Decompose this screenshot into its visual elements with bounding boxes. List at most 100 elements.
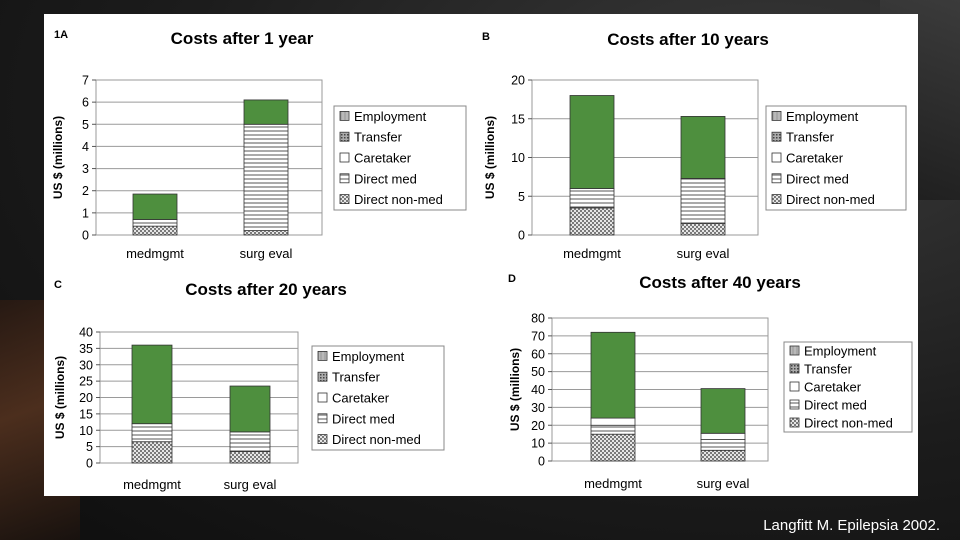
y-tick-label: 5 [518,190,525,204]
panel-label: D [508,273,516,285]
legend-swatch [771,111,782,121]
y-tick-label: 60 [531,347,545,361]
bar-segment-employment [590,331,636,419]
y-tick-label: 7 [82,74,89,88]
y-tick-label: 0 [82,229,89,243]
legend-swatch [317,350,328,361]
legend-entry: Employment [332,349,405,364]
y-tick-label: 0 [538,455,545,469]
bar-segment-employment [229,385,271,433]
chart-title: Costs after 20 years [185,280,347,299]
y-tick-label: 0 [86,457,93,471]
x-category-label: medmgmt [584,476,642,491]
y-tick-label: 15 [79,407,93,421]
legend-swatch [339,111,350,121]
legend-swatch [789,363,800,374]
legend-swatch [317,371,328,382]
legend-box [783,341,913,433]
chart-title: Costs after 1 year [171,29,314,48]
legend-entry: Employment [804,344,877,359]
bar-segment-direct-non-med [590,433,636,462]
y-tick-label: 20 [511,74,525,88]
x-category-label: surg eval [240,246,293,261]
figure-panel: 1A Costs after 1 year 0 1 2 3 4 5 6 7 US $ (millio… [44,14,918,496]
legend-swatch [339,173,350,184]
legend-swatch [771,173,782,184]
y-tick-label: 10 [531,437,545,451]
legend-entry: Direct non-med [354,192,443,207]
y-axis-label: US $ (millions) [483,116,497,199]
legend-swatch [789,399,800,410]
bar-segment-direct-med [229,431,271,452]
legend-swatch [771,152,782,163]
panel-label: 1A [54,29,68,41]
y-tick-label: 0 [518,229,525,243]
x-category-label: surg eval [677,246,730,261]
panel-label: B [482,31,490,43]
bar-segment-direct-med [131,423,173,443]
chart-title: Costs after 10 years [607,30,769,49]
legend-entry: Employment [354,109,427,124]
legend-entry: Direct med [354,171,417,186]
legend-entry: Transfer [786,130,835,145]
y-tick-label: 6 [82,96,89,110]
legend-entry: Direct non-med [786,192,875,207]
figure-svg: 1A Costs after 1 year 0 1 2 3 4 5 6 7 US $ (millio… [51,29,913,492]
legend-entry: Direct non-med [332,432,421,447]
y-tick-label: 40 [79,326,93,340]
legend-swatch [339,131,350,142]
bar-segment-employment [132,193,178,220]
bar-segment-direct-med [569,188,615,209]
bar-segment-direct-non-med [680,222,726,236]
legend-entry: Transfer [332,370,381,385]
bar-segment-employment [700,388,746,434]
legend-swatch [317,392,328,403]
y-tick-label: 50 [531,365,545,379]
chart-panel-4: D Costs after 40 years 0 10 20 30 40 50 60 70 80 US… [508,273,913,491]
x-category-label: medmgmt [563,246,621,261]
x-category-label: medmgmt [126,246,184,261]
y-tick-label: 5 [82,118,89,132]
y-axis-label: US $ (millions) [508,348,522,431]
bar-segment-direct-non-med [132,225,178,236]
y-tick-label: 30 [531,401,545,415]
bar-segment-direct-non-med [243,230,289,236]
chart-panel-1: 1A Costs after 1 year 0 1 2 3 4 5 6 7 US $ (millio… [51,29,467,261]
legend-entry: Caretaker [354,151,412,166]
bar-segment-employment [131,344,173,425]
legend-entry: Direct med [804,398,867,413]
y-tick-label: 5 [86,440,93,454]
y-tick-label: 10 [511,151,525,165]
y-tick-label: 25 [79,375,93,389]
chart-panel-3: C Costs after 20 years 0 5 10 15 20 25 30 35 40 US … [53,279,445,492]
legend-entry: Caretaker [332,391,390,406]
bar-segment-caretaker [590,417,636,426]
legend-swatch [789,417,800,428]
legend-entry: Employment [786,109,859,124]
citation: Langfitt M. Epilepsia 2002. [763,517,940,534]
legend-entry: Transfer [804,362,853,377]
y-tick-label: 15 [511,112,525,126]
bar-segment-direct-med [243,123,289,231]
legend-box [311,345,445,451]
legend-swatch [317,413,328,424]
bar-segment-direct-non-med [700,449,746,462]
chart-title: Costs after 40 years [639,273,801,292]
bar-segment-employment [243,99,289,125]
legend-swatch [789,345,800,356]
legend-entry: Caretaker [804,380,862,395]
y-tick-label: 3 [82,162,89,176]
charts-root: 1A Costs after 1 year 0 1 2 3 4 5 6 7 US $ (millio… [51,29,913,492]
legend-entry: Caretaker [786,151,844,166]
y-tick-label: 20 [531,419,545,433]
y-tick-label: 70 [531,329,545,343]
y-axis-label: US $ (millions) [51,116,65,199]
y-axis-label: US $ (millions) [53,356,67,439]
y-tick-label: 1 [82,206,89,220]
legend-box [765,105,907,211]
legend-swatch [339,194,350,205]
y-tick-label: 35 [79,342,93,356]
bar-segment-direct-med [700,439,746,451]
bar-segment-employment [569,95,615,189]
legend-entry: Direct med [332,411,395,426]
